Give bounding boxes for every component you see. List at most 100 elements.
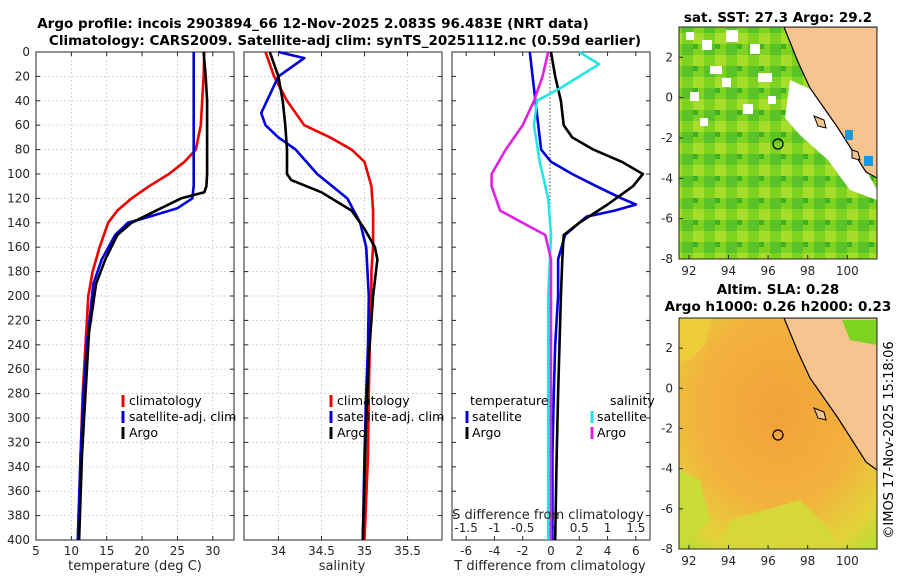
temperature-panel: 0 20 40 60 80 100 120 140 160 180 200 220 240 260 280 3…	[7, 45, 236, 574]
temp-diff-tick-labels: -6 -4 -2 0 2 4 6	[452, 51, 650, 558]
legend-label-climatology: climatology	[129, 393, 202, 408]
y-tick-label: 80	[15, 143, 30, 157]
series-argo	[77, 51, 209, 541]
sst-map-title: sat. SST: 27.3 Argo: 29.2	[684, 10, 872, 26]
x-tick-label: 25	[170, 544, 185, 558]
map-lat-label: -2	[661, 131, 673, 145]
sst-profile-marker	[772, 138, 784, 150]
y-tick-label: 260	[7, 362, 30, 376]
x-tick-label: 35.5	[394, 544, 421, 558]
y-tick-label: 140	[7, 216, 30, 230]
legend-title-temperature: temperature	[470, 393, 549, 408]
x-tick-label: 35	[357, 544, 372, 558]
y-tick-label: 100	[7, 167, 30, 181]
x-tick-label: -2	[517, 544, 529, 558]
series-salinity-argo	[490, 51, 553, 540]
y-tick-label: 400	[7, 533, 30, 547]
sal-diff-axis-label: S difference from climatology	[452, 508, 644, 523]
legend-label-climatology: climatology	[337, 393, 410, 408]
top-tick-label: -1	[488, 521, 500, 535]
legend-label-argo: Argo	[129, 425, 158, 440]
x-tick-label: 34	[271, 544, 286, 558]
salinity-axis-label: salinity	[319, 559, 366, 574]
top-tick-label: 1.5	[626, 521, 645, 535]
top-tick-label: 0.5	[570, 521, 589, 535]
x-tick-label: 34.5	[308, 544, 335, 558]
y-tick-label: 240	[7, 338, 30, 352]
map-lat-label: 2	[665, 50, 673, 64]
sst-map-panel: sat. SST: 27.3 Argo: 29.2 92 94 96 98 100	[661, 10, 878, 278]
sla-map-image	[679, 318, 877, 549]
x-tick-label: -6	[460, 544, 472, 558]
map-lon-label: 94	[721, 264, 736, 278]
sla-lat-labels: -8 -6 -4 -2 0 2	[661, 341, 683, 556]
difference-panel: -6 -4 -2 0 2 4 6 -1.5 -1 -0.5 0 0.5 1 1.5 S differen…	[451, 50, 655, 574]
sst-map-image	[679, 27, 877, 259]
map-lat-label: -4	[661, 462, 673, 476]
x-tick-label: 4	[604, 544, 612, 558]
sst-lon-labels: 92 94 96 98 100	[681, 255, 859, 278]
legend-label-sal-argo: Argo	[597, 425, 626, 440]
y-tick-label: 160	[7, 240, 30, 254]
top-tick-label: -0.5	[511, 521, 534, 535]
salinity-tick-labels: 34 34.5 35 35.5	[244, 51, 442, 558]
map-lon-label: 96	[760, 264, 775, 278]
x-tick-label: 0	[547, 544, 555, 558]
main-title-line1: Argo profile: incois 2903894_66 12-Nov-2…	[37, 16, 589, 32]
y-tick-label: 360	[7, 484, 30, 498]
y-tick-label: 20	[15, 69, 30, 83]
temperature-axis-label: temperature (deg C)	[68, 559, 202, 574]
sal-diff-tick-labels: -1.5 -1 -0.5 0 0.5 1 1.5	[454, 521, 645, 535]
sla-map-panel: Altim. SLA: 0.28 Argo h1000: 0.26 h2000:…	[661, 282, 891, 568]
series-temperature-argo	[549, 51, 645, 541]
legend-label-temp-satellite: satellite	[472, 409, 522, 424]
map-lat-label: 2	[665, 341, 673, 355]
x-tick-label: 30	[205, 544, 220, 558]
y-tick-label: 300	[7, 411, 30, 425]
x-tick-label: 2	[575, 544, 583, 558]
series-temperature-satellite	[528, 51, 638, 540]
series-satellite-adj-clim	[76, 52, 195, 541]
imos-watermark: ©IMOS 17-Nov-2025 15:18:06	[882, 341, 897, 538]
salinity-panel: 34 34.5 35 35.5 salinity climatology satell…	[243, 50, 444, 574]
difference-profiles	[490, 50, 645, 541]
main-title-line2: Climatology: CARS2009. Satellite-adj cli…	[49, 33, 641, 49]
difference-legend: temperature salinity satellite Argo sate…	[465, 393, 655, 440]
temperature-profiles	[76, 51, 209, 541]
y-tick-label: 320	[7, 435, 30, 449]
temperature-grid	[36, 52, 234, 540]
x-tick-label: 10	[64, 544, 79, 558]
sla-profile-marker	[772, 429, 784, 441]
map-lat-label: -8	[661, 252, 673, 266]
y-tick-label: 200	[7, 289, 30, 303]
top-tick-label: 1	[604, 521, 612, 535]
y-tick-label: 60	[15, 118, 30, 132]
map-lon-label: 94	[721, 554, 736, 568]
map-lat-label: -6	[661, 502, 673, 516]
y-tick-label: 0	[22, 45, 30, 59]
temperature-legend: climatology satellite-adj. clim Argo	[121, 393, 236, 440]
legend-label-satellite: satellite-adj. clim	[129, 409, 236, 424]
legend-label-argo: Argo	[337, 425, 366, 440]
top-tick-label: -1.5	[454, 521, 477, 535]
x-tick-label: 6	[632, 544, 640, 558]
sla-map-title-line1: Altim. SLA: 0.28	[717, 282, 839, 298]
temp-diff-axis-label: T difference from climatology	[453, 559, 646, 574]
legend-label-sal-satellite: satellite	[597, 409, 647, 424]
map-lat-label: -6	[661, 212, 673, 226]
map-lon-label: 98	[800, 554, 815, 568]
legend-title-salinity: salinity	[610, 393, 655, 408]
x-tick-label: 20	[134, 544, 149, 558]
map-lat-label: -2	[661, 421, 673, 435]
legend-label-satellite: satellite-adj. clim	[337, 409, 444, 424]
salinity-legend: climatology satellite-adj. clim Argo	[329, 393, 444, 440]
map-lat-label: -8	[661, 542, 673, 556]
y-tick-label: 180	[7, 265, 30, 279]
sla-lon-labels: 92 94 96 98 100	[681, 545, 859, 568]
y-tick-label: 220	[7, 313, 30, 327]
sla-map-title-line2: Argo h1000: 0.26 h2000: 0.23	[665, 299, 892, 315]
sst-lat-labels: -8 -6 -4 -2 0 2	[661, 50, 683, 266]
y-tick-label: 280	[7, 387, 30, 401]
legend-label-temp-argo: Argo	[472, 425, 501, 440]
